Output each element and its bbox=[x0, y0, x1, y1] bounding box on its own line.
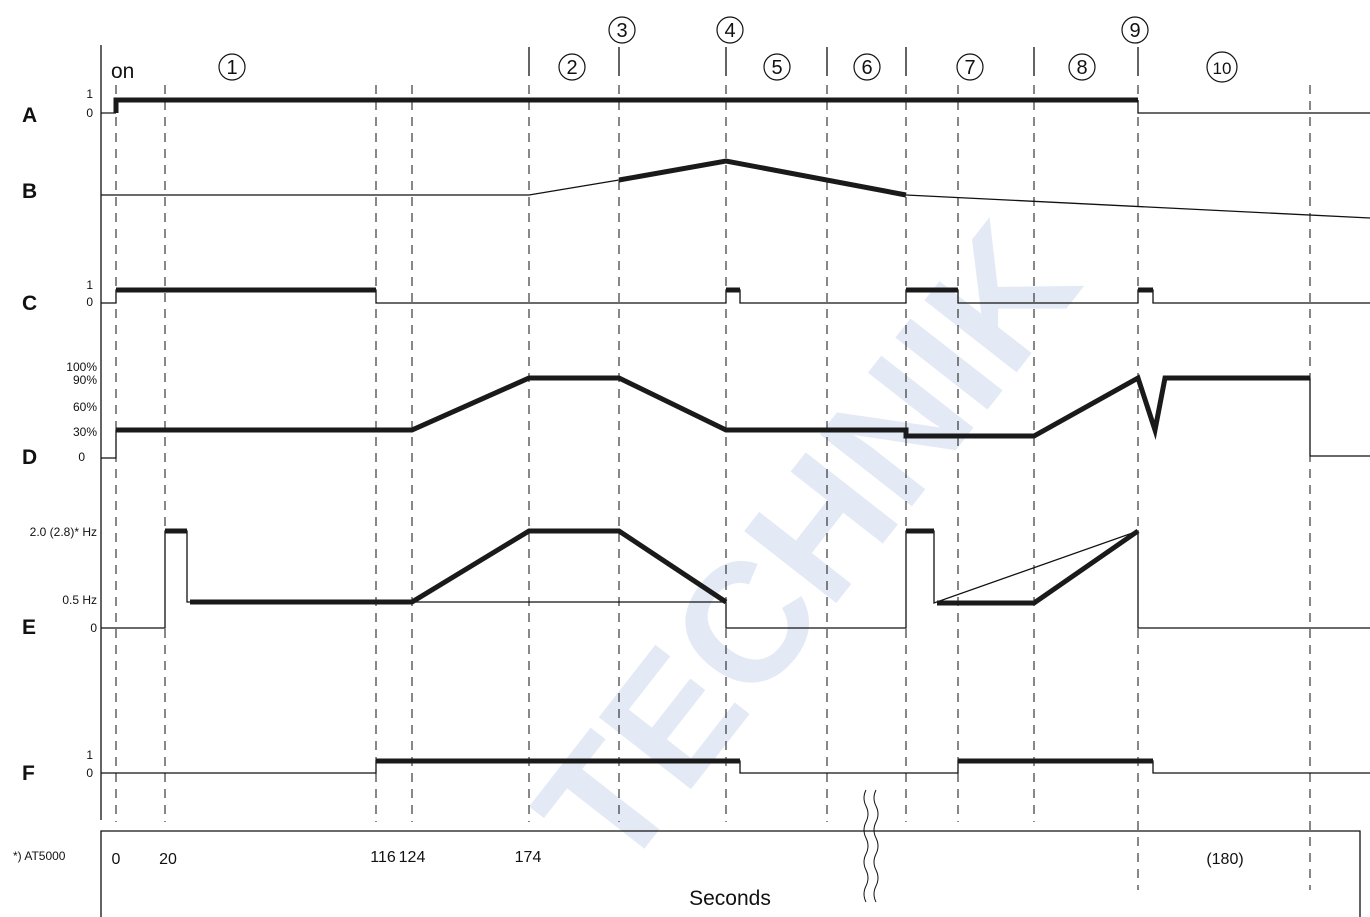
time-gridlines bbox=[115, 85, 1311, 890]
phase-markers: 1 2 3 4 5 6 7 8 bbox=[218, 16, 1238, 83]
row-d-level-60: 60% bbox=[73, 400, 97, 414]
row-e-level-high: 2.0 (2.8)* Hz bbox=[30, 525, 97, 539]
tick-20: 20 bbox=[159, 851, 177, 868]
signal-row-c: C 1 0 bbox=[22, 278, 1370, 315]
row-d-signal bbox=[116, 374, 1310, 440]
row-a-label: A bbox=[22, 104, 37, 127]
phase-marker-8: 8 bbox=[1068, 53, 1096, 81]
phase-marker-7-label: 7 bbox=[964, 57, 975, 79]
row-f-label: F bbox=[22, 762, 35, 785]
tick-116: 116 bbox=[370, 849, 396, 866]
tick-124: 124 bbox=[399, 849, 426, 866]
phase-marker-1-label: 1 bbox=[226, 57, 237, 79]
row-e-level-0: 0 bbox=[90, 621, 97, 635]
phase-marker-8-label: 8 bbox=[1076, 57, 1087, 79]
phase-marker-1: 1 bbox=[218, 53, 246, 81]
phase-marker-4: 4 bbox=[716, 16, 744, 44]
row-e-level-low: 0.5 Hz bbox=[62, 593, 97, 607]
row-b-signal-thin-end bbox=[905, 194, 1370, 219]
row-e-label: E bbox=[22, 616, 36, 639]
tick-174: 174 bbox=[515, 849, 542, 866]
phase-marker-10: 10 bbox=[1206, 51, 1238, 83]
phase-marker-9-label: 9 bbox=[1129, 20, 1140, 42]
row-f-baseline bbox=[101, 760, 1370, 774]
tick-180: (180) bbox=[1206, 851, 1243, 868]
row-f-level-0: 0 bbox=[86, 766, 93, 780]
row-b-label: B bbox=[22, 180, 37, 203]
row-c-level-0: 0 bbox=[86, 295, 93, 309]
time-axis: *) AT5000 0 20 116 124 174 (180) Seconds bbox=[13, 830, 1361, 917]
row-e-signal-2 bbox=[937, 528, 1140, 606]
time-break-icon bbox=[863, 789, 879, 903]
time-axis-frame bbox=[100, 830, 1361, 917]
signal-row-b: B bbox=[22, 158, 1370, 219]
row-a-level-0: 0 bbox=[86, 106, 93, 120]
phase-marker-4-label: 4 bbox=[724, 20, 735, 42]
row-d-level-90: 90% bbox=[73, 373, 97, 387]
phase-marker-2-label: 2 bbox=[566, 57, 577, 79]
phase-marker-7: 7 bbox=[956, 53, 984, 81]
signal-row-e: E 2.0 (2.8)* Hz 0.5 Hz 0 bbox=[22, 525, 1370, 639]
on-label: on bbox=[111, 60, 134, 83]
phase-marker-6: 6 bbox=[853, 53, 881, 81]
row-d-baseline bbox=[101, 430, 117, 459]
row-f-level-1: 1 bbox=[86, 748, 93, 762]
row-d-label: D bbox=[22, 446, 37, 469]
signal-row-d: D 100% 90% 60% 30% 0 bbox=[22, 360, 1370, 469]
phase-marker-6-label: 6 bbox=[861, 57, 872, 79]
phase-marker-9: 9 bbox=[1121, 16, 1149, 44]
row-d-level-0: 0 bbox=[78, 450, 85, 464]
phase-marker-5-label: 5 bbox=[771, 57, 782, 79]
row-a-level-1: 1 bbox=[86, 87, 93, 101]
phase-separators bbox=[528, 47, 1139, 76]
tick-0: 0 bbox=[112, 851, 121, 868]
row-a-signal-low bbox=[1137, 100, 1370, 114]
row-c-label: C bbox=[22, 292, 37, 315]
row-a-signal-high bbox=[113, 97, 1138, 113]
row-e-signal-1 bbox=[190, 528, 728, 605]
phase-marker-3-label: 3 bbox=[616, 20, 627, 42]
phase-marker-3: 3 bbox=[608, 16, 636, 44]
row-b-signal-thin-start bbox=[101, 179, 620, 196]
time-axis-title: Seconds bbox=[689, 887, 771, 910]
row-c-level-1: 1 bbox=[86, 278, 93, 292]
row-d-level-30: 30% bbox=[73, 425, 97, 439]
watermark-text: TECHNIK bbox=[499, 190, 1114, 902]
row-b-signal-thick bbox=[618, 158, 907, 198]
signal-row-f: F 1 0 bbox=[22, 748, 1370, 785]
row-d-signal-drop bbox=[1309, 378, 1370, 457]
phase-marker-10-label: 10 bbox=[1213, 59, 1232, 78]
footnote-at5000: *) AT5000 bbox=[13, 849, 66, 863]
phase-marker-5: 5 bbox=[763, 53, 791, 81]
signal-row-a: A 1 0 bbox=[22, 87, 1370, 127]
row-d-level-100: 100% bbox=[66, 360, 97, 374]
phase-marker-2: 2 bbox=[558, 53, 586, 81]
